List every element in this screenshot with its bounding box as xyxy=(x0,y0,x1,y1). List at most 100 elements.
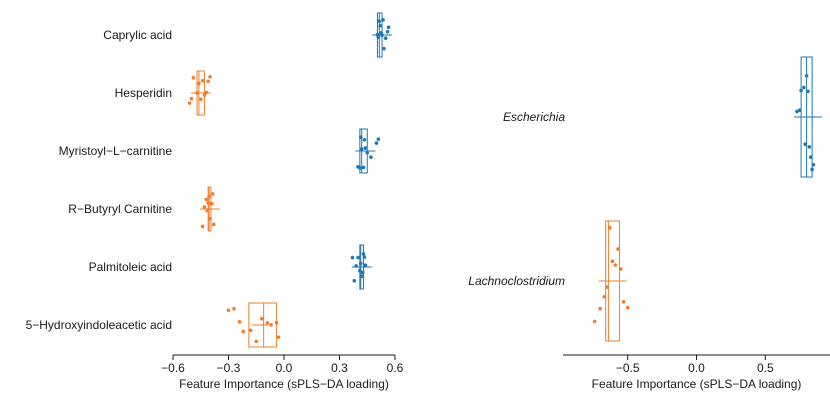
feature-label: Caprylic acid xyxy=(103,28,172,42)
data-point xyxy=(808,155,813,159)
data-point xyxy=(811,163,816,167)
data-point xyxy=(380,33,384,38)
data-point xyxy=(189,96,194,101)
data-point xyxy=(204,197,209,202)
x-axis-title: Feature Importance (sPLS−DA loading) xyxy=(592,377,802,391)
data-point xyxy=(241,329,246,334)
data-point xyxy=(610,259,615,264)
data-point xyxy=(358,166,362,170)
data-point xyxy=(616,247,620,251)
x-tick-label: 0.0 xyxy=(276,361,293,375)
data-point xyxy=(210,192,215,196)
data-point xyxy=(204,90,209,95)
feature-group: Caprylic acid xyxy=(103,12,393,58)
data-point xyxy=(358,268,362,273)
feature-label: Hesperidin xyxy=(115,86,172,100)
data-point xyxy=(381,18,385,22)
feature-group: Myristoyl−L−carnitine xyxy=(59,128,381,174)
data-point xyxy=(359,147,364,151)
x-tick-label: −0.5 xyxy=(616,361,640,375)
box-iqr xyxy=(248,302,278,348)
data-point xyxy=(197,81,201,86)
data-point xyxy=(378,23,383,28)
data-point xyxy=(613,263,618,267)
data-point xyxy=(202,205,207,209)
chart-panel-1: −0.6 −0.3 0.0 0.3 0.6 Feature Importance (sPL… xyxy=(26,12,404,391)
x-tick-label: −0.6 xyxy=(161,361,185,375)
data-point xyxy=(385,29,390,34)
data-point xyxy=(799,88,803,93)
feature-group: Lachnoclostridium xyxy=(468,220,630,342)
data-point xyxy=(362,255,367,259)
data-point xyxy=(254,339,259,344)
x-axis-title: Feature Importance (sPLS−DA loading) xyxy=(179,377,389,391)
data-point xyxy=(358,135,363,140)
data-point xyxy=(205,208,210,213)
data-point xyxy=(350,255,355,260)
data-point xyxy=(383,36,388,41)
feature-group: Hesperidin xyxy=(115,70,212,116)
data-point xyxy=(619,267,623,271)
feature-group: Palmitoleic acid xyxy=(89,244,372,290)
data-point xyxy=(207,194,211,199)
feature-group: R−Butyryl Carnitine xyxy=(68,186,220,232)
feature-group: Escherichia xyxy=(503,56,822,178)
x-tick-label: 0.5 xyxy=(757,361,774,375)
data-point xyxy=(206,201,210,205)
data-point xyxy=(274,320,279,325)
x-tick-label: −0.3 xyxy=(217,361,241,375)
data-point xyxy=(354,264,358,268)
feature-label: R−Butyryl Carnitine xyxy=(68,202,172,216)
data-point xyxy=(795,109,799,114)
data-point xyxy=(191,75,196,80)
x-tick-label: 0.3 xyxy=(331,361,348,375)
data-point xyxy=(208,75,212,79)
data-point xyxy=(386,25,391,30)
data-point xyxy=(265,320,270,325)
data-point xyxy=(802,85,806,90)
data-point xyxy=(248,328,253,333)
data-point xyxy=(605,285,609,289)
data-point xyxy=(382,46,386,51)
data-point xyxy=(210,201,214,206)
data-point xyxy=(376,137,381,141)
data-point xyxy=(360,270,365,275)
data-point xyxy=(200,224,205,229)
data-point xyxy=(356,255,360,260)
data-point xyxy=(208,217,212,221)
data-point xyxy=(807,145,812,149)
x-tick-label: 0.6 xyxy=(387,361,404,375)
data-point xyxy=(359,274,364,279)
data-point xyxy=(352,279,357,283)
data-point xyxy=(369,155,373,159)
data-point xyxy=(358,261,363,266)
data-point xyxy=(598,306,602,311)
data-point xyxy=(361,165,366,170)
data-point xyxy=(803,142,808,147)
data-point xyxy=(232,306,236,311)
data-point xyxy=(810,167,814,172)
feature-label: 5−Hydroxyindoleacetic acid xyxy=(26,318,172,332)
feature-label: Escherichia xyxy=(503,110,565,124)
data-point xyxy=(276,335,281,339)
data-point xyxy=(362,138,367,142)
data-point xyxy=(260,316,264,321)
data-point xyxy=(363,146,368,150)
data-point xyxy=(237,320,242,324)
data-point xyxy=(797,108,802,113)
data-point xyxy=(200,78,205,83)
data-point xyxy=(365,151,370,155)
data-point xyxy=(374,141,379,145)
data-point xyxy=(607,225,612,230)
data-point xyxy=(198,97,203,101)
data-point xyxy=(592,319,597,324)
data-point xyxy=(376,35,381,39)
data-point xyxy=(269,323,273,327)
data-point xyxy=(625,305,630,310)
chart-panel-2: −0.5 0.0 0.5 Feature Importance (sPLS−DA lo… xyxy=(468,56,830,391)
data-point xyxy=(363,263,368,268)
feature-label: Palmitoleic acid xyxy=(89,260,172,274)
data-point xyxy=(206,79,210,84)
data-point xyxy=(806,89,810,94)
data-point xyxy=(804,73,809,78)
